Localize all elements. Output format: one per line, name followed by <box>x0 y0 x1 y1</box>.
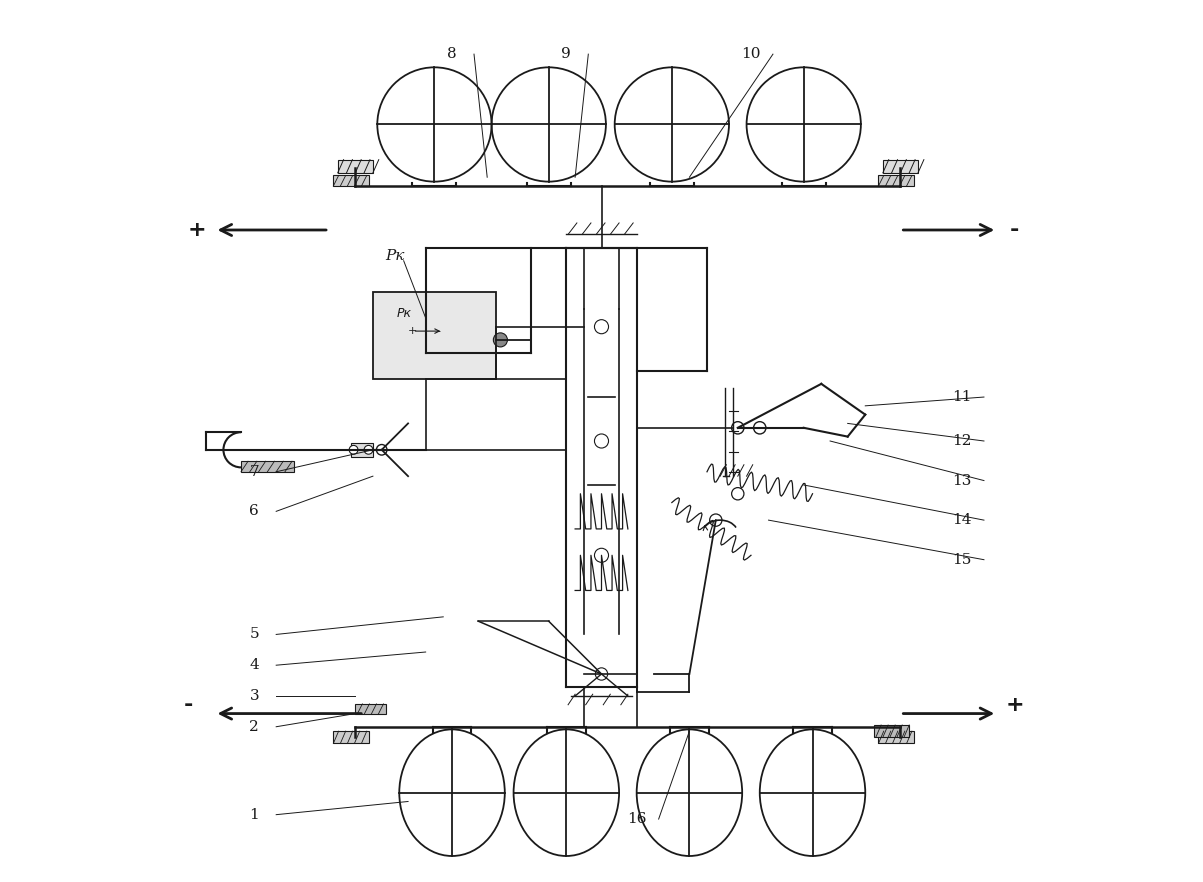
Text: 4: 4 <box>249 658 259 672</box>
Circle shape <box>594 319 609 333</box>
Text: 10: 10 <box>741 47 760 61</box>
Text: 1: 1 <box>249 808 259 822</box>
Text: 9: 9 <box>562 47 571 61</box>
Text: Рк: Рк <box>385 250 404 264</box>
Circle shape <box>365 445 373 454</box>
Circle shape <box>349 445 358 454</box>
Text: 2: 2 <box>249 720 259 734</box>
Bar <box>878 176 913 186</box>
Bar <box>338 160 373 173</box>
Text: 16: 16 <box>627 812 646 826</box>
Text: -: - <box>1011 220 1019 240</box>
Circle shape <box>710 514 722 527</box>
Text: 6: 6 <box>249 505 259 519</box>
Text: 14: 14 <box>953 513 972 527</box>
Text: +: + <box>188 220 207 240</box>
Circle shape <box>731 488 743 500</box>
Text: 15: 15 <box>953 553 972 567</box>
Bar <box>351 443 373 457</box>
Text: +: + <box>408 326 417 336</box>
Text: -: - <box>184 695 192 714</box>
Text: -: - <box>437 326 440 336</box>
Text: 7: 7 <box>249 465 259 479</box>
Bar <box>878 731 913 744</box>
Circle shape <box>731 422 743 434</box>
Circle shape <box>594 434 609 448</box>
Text: 8: 8 <box>448 47 457 61</box>
Bar <box>875 725 909 737</box>
Circle shape <box>493 333 508 347</box>
Circle shape <box>753 422 766 434</box>
Circle shape <box>377 445 387 455</box>
Text: 5: 5 <box>249 627 259 641</box>
Text: 11: 11 <box>953 390 972 404</box>
Bar <box>333 731 368 744</box>
Bar <box>241 461 294 472</box>
Text: +: + <box>1006 695 1024 714</box>
Bar <box>883 160 918 173</box>
Text: 13: 13 <box>953 474 972 488</box>
Text: 3: 3 <box>249 689 259 703</box>
Text: Рк: Рк <box>396 307 411 320</box>
Bar <box>333 176 368 186</box>
Bar <box>373 292 496 379</box>
Text: 12: 12 <box>953 434 972 448</box>
Circle shape <box>595 668 608 680</box>
Circle shape <box>594 549 609 563</box>
Bar <box>355 704 386 714</box>
